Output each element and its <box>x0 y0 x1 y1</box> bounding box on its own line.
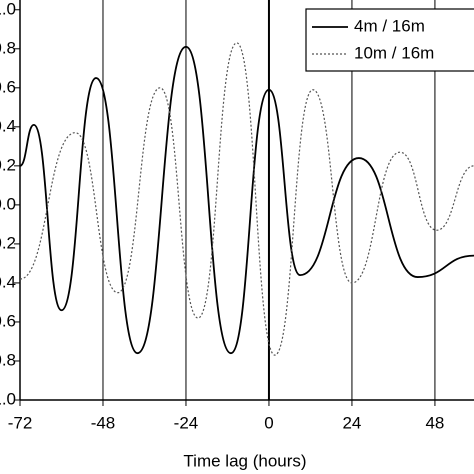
y-tick-label: -0.2 <box>0 233 16 252</box>
y-tick-label: -0.4 <box>0 272 16 291</box>
y-tick-label: -0.8 <box>0 350 16 369</box>
x-tick-label: 24 <box>342 413 361 432</box>
y-tick-label: 1.0 <box>0 0 16 18</box>
y-tick-label: -0.6 <box>0 311 16 330</box>
legend-label: 4m / 16m <box>354 16 425 35</box>
x-tick-label: -48 <box>91 413 116 432</box>
x-axis-label: Time lag (hours) <box>183 451 306 470</box>
y-tick-label: -1.0 <box>0 389 16 408</box>
y-tick-label: 0.0 <box>0 194 16 213</box>
x-tick-label: 0 <box>264 413 273 432</box>
y-tick-label: 0.4 <box>0 116 16 135</box>
y-tick-label: 0.6 <box>0 77 16 96</box>
line-series <box>19 45 474 355</box>
line-series <box>19 42 474 356</box>
x-tick-label: -24 <box>174 413 199 432</box>
y-tick-label: 0.2 <box>0 155 16 174</box>
y-tick-label: 0.8 <box>0 38 16 57</box>
legend-box <box>305 8 474 72</box>
x-tick-label: 48 <box>425 413 444 432</box>
legend: 4m / 16m 10m / 16m <box>305 8 474 72</box>
legend-label: 10m / 16m <box>354 43 434 62</box>
x-tick-label: -72 <box>8 413 33 432</box>
